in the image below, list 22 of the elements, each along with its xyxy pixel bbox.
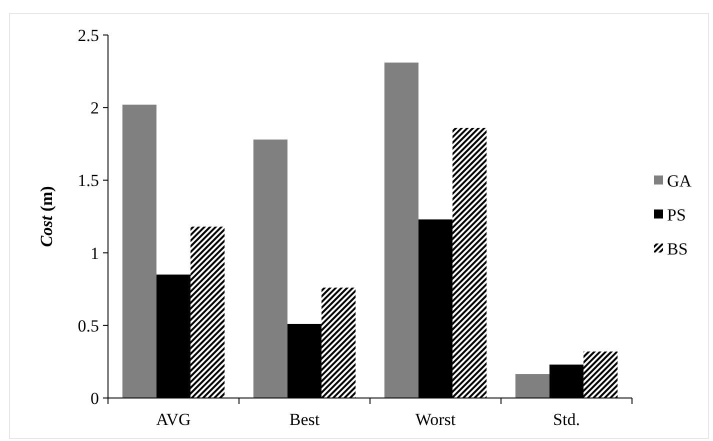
bar bbox=[515, 374, 550, 398]
legend-label: GA bbox=[667, 171, 692, 190]
legend-label: PS bbox=[667, 205, 686, 224]
bar bbox=[253, 140, 288, 398]
y-tick-label: 1 bbox=[90, 244, 99, 263]
x-tick-label: Best bbox=[289, 410, 320, 429]
y-tick-label: 1.5 bbox=[78, 171, 99, 190]
y-tick-label: 2.5 bbox=[78, 26, 99, 45]
bar bbox=[384, 62, 418, 398]
x-tick-label: Std. bbox=[553, 410, 580, 429]
x-tick-label: Worst bbox=[415, 410, 456, 429]
y-axis-title: Cost (m) bbox=[37, 186, 56, 247]
y-tick-label: 2 bbox=[90, 98, 99, 118]
bar bbox=[322, 288, 356, 398]
bar bbox=[122, 104, 156, 398]
x-tick-label: AVG bbox=[156, 410, 191, 429]
y-tick-label: 0 bbox=[90, 388, 99, 408]
bar bbox=[584, 352, 618, 398]
y-tick-label: 0.5 bbox=[78, 316, 99, 336]
legend-label: BS bbox=[667, 239, 688, 258]
bar bbox=[190, 226, 225, 398]
bar bbox=[452, 128, 487, 398]
